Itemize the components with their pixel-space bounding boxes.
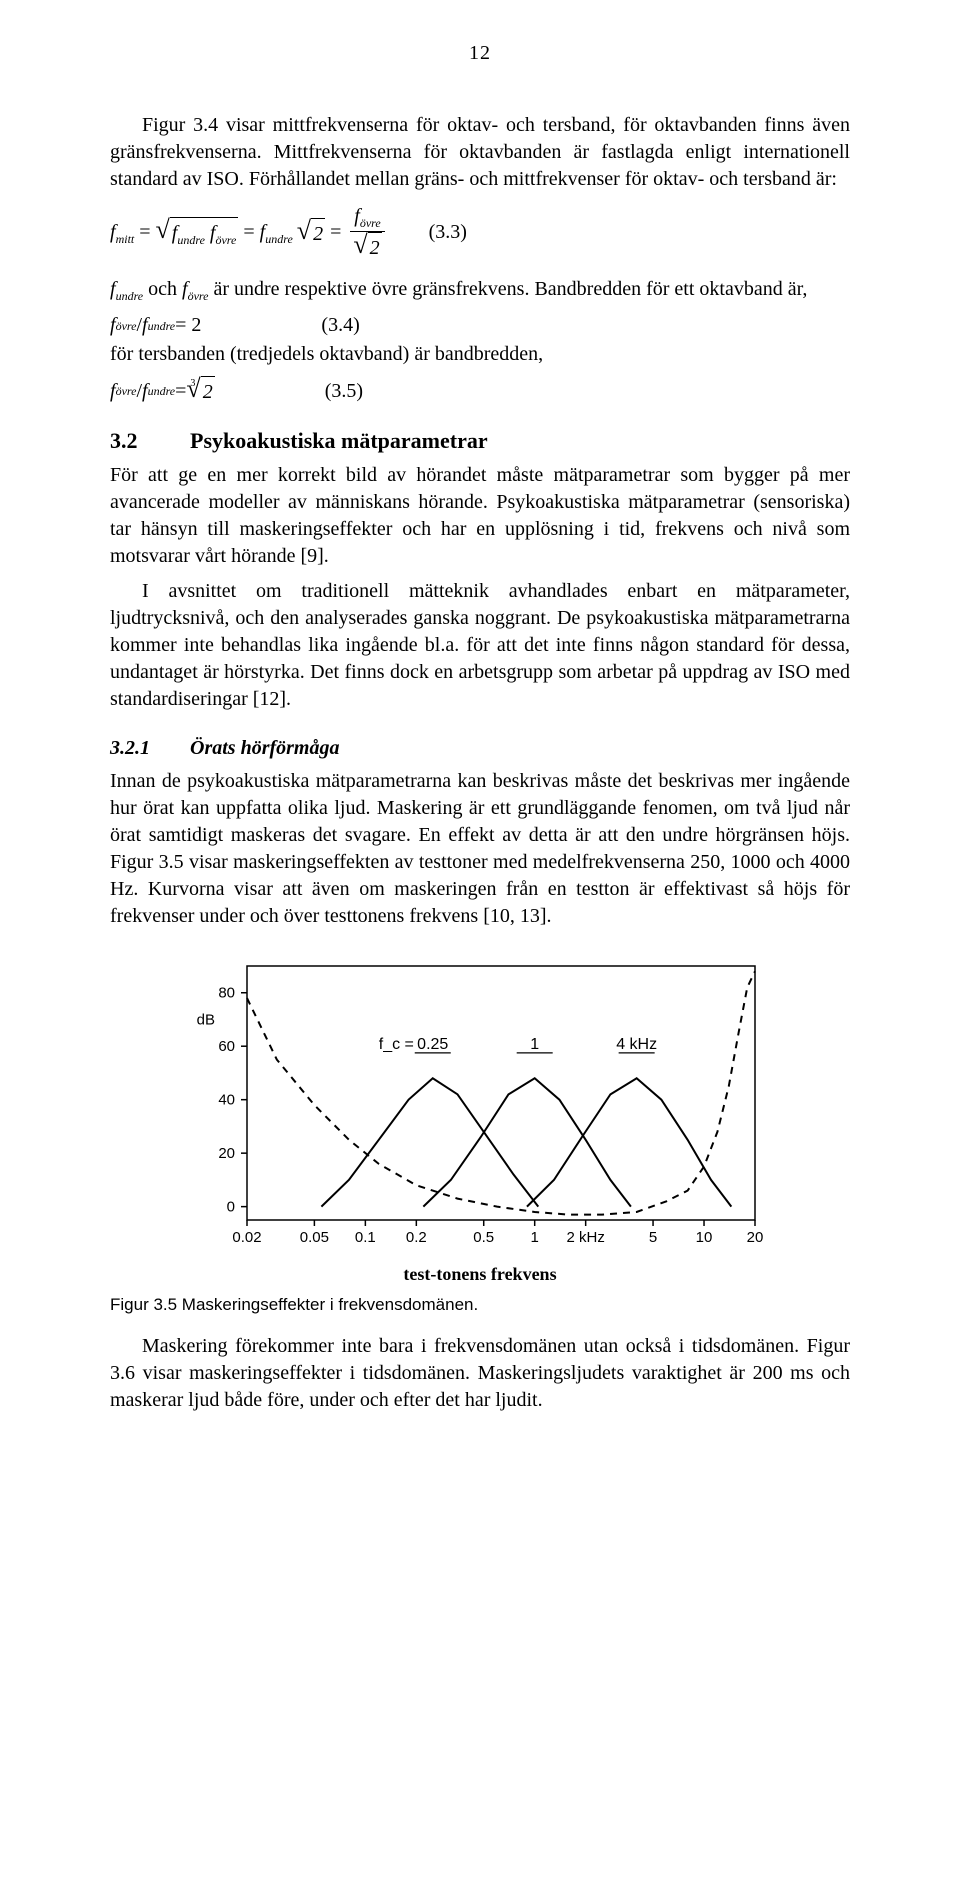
paragraph-2a: fundre och fövre är undre respektive övr… [110, 276, 850, 304]
svg-text:dB: dB [197, 1012, 215, 1029]
paragraph-5: Innan de psykoakustiska mätparametrarna … [110, 768, 850, 930]
svg-text:60: 60 [218, 1038, 235, 1055]
svg-text:20: 20 [747, 1229, 764, 1246]
section-3-2-1-heading: 3.2.1Örats hörförmåga [110, 735, 850, 762]
figure-3-5-xlabel: test-tonens frekvens [185, 1262, 775, 1286]
svg-text:0.5: 0.5 [473, 1229, 494, 1246]
paragraph-1: Figur 3.4 visar mittfrekvenserna för okt… [110, 112, 850, 193]
figure-3-5: 0.02 0.05 0.1 0.2 0.5 1 2 kHz 5 10 20 80 60 40 20 0 dB f… [185, 952, 775, 1286]
svg-text:0.1: 0.1 [355, 1229, 376, 1246]
svg-text:0.05: 0.05 [300, 1229, 329, 1246]
paragraph-3: För att ge en mer korrekt bild av hörand… [110, 462, 850, 570]
eq-num-3-4: (3.4) [321, 312, 359, 339]
svg-text:5: 5 [649, 1229, 657, 1246]
eq-num-3-5: (3.5) [325, 378, 363, 405]
equation-3-4: fövre/fundre = 2 (3.4) [110, 312, 850, 339]
page-number: 12 [110, 40, 850, 67]
svg-text:0.02: 0.02 [232, 1229, 261, 1246]
svg-text:10: 10 [696, 1229, 713, 1246]
figure-3-5-caption: Figur 3.5 Maskeringseffekter i frekvensd… [110, 1294, 850, 1317]
svg-text:1: 1 [531, 1229, 539, 1246]
section-3-2-heading: 3.2Psykoakustiska mätparametrar [110, 426, 850, 456]
svg-text:40: 40 [218, 1092, 235, 1109]
svg-text:f_c =: f_c = [379, 1036, 414, 1053]
svg-text:0.25: 0.25 [417, 1036, 448, 1053]
svg-text:0.2: 0.2 [406, 1229, 427, 1246]
svg-text:20: 20 [218, 1145, 235, 1162]
paragraph-2b: för tersbanden (tredjedels oktavband) är… [110, 341, 850, 368]
equation-3-5: fövre/fundre = 3 √2 (3.5) [110, 376, 850, 406]
eq-num-3-3: (3.3) [429, 219, 467, 246]
equation-3-3: fmitt = √ fundre fövre = fundre √2 = föv… [110, 203, 850, 262]
svg-text:2 kHz: 2 kHz [566, 1229, 604, 1246]
svg-text:0: 0 [227, 1199, 235, 1216]
paragraph-6: Maskering förekommer inte bara i frekven… [110, 1333, 850, 1414]
svg-text:1: 1 [530, 1036, 539, 1053]
paragraph-4: I avsnittet om traditionell mätteknik av… [110, 578, 850, 713]
svg-text:4 kHz: 4 kHz [616, 1036, 657, 1053]
svg-text:80: 80 [218, 985, 235, 1002]
